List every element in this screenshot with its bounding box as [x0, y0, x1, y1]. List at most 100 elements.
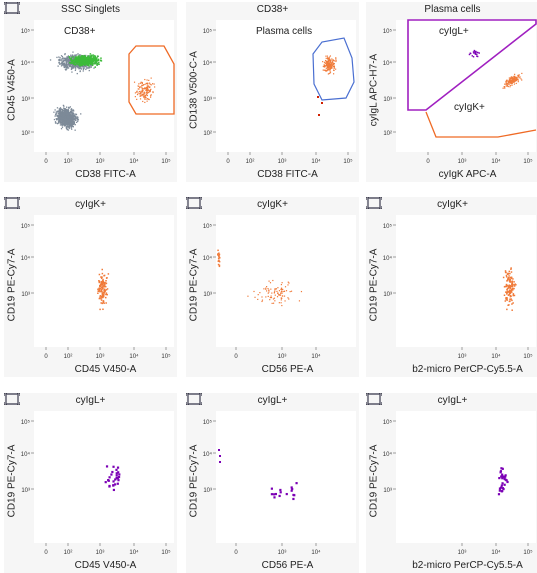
event-dot: [99, 285, 101, 288]
axis-toggle-icon[interactable]: [366, 393, 382, 405]
x-tick-label: 10³: [278, 159, 287, 165]
plot-area[interactable]: [216, 215, 356, 347]
event-dot: [259, 292, 261, 294]
scatter-plot[interactable]: 10⁵ 10⁴ 10³ 10² 0 10² 10³ 10⁴ 10⁵: [186, 2, 359, 182]
plot-panel-plasma-cells[interactable]: 10⁵ 10⁴ 10³ 10² 0 10³ 10⁴ 10⁵ Plasma cells cyIg…: [366, 2, 537, 182]
y-axis-label[interactable]: CD138 V500-C-A: [188, 51, 200, 129]
event-dot: [68, 65, 70, 67]
y-axis-label[interactable]: CD19 PE-Cy7-A: [368, 248, 380, 322]
axis-toggle-icon[interactable]: [4, 197, 20, 209]
plot-panel-cd38[interactable]: 10⁵ 10⁴ 10³ 10² 0 10² 10³ 10⁴ 10⁵ CD38+ Plasma c…: [186, 2, 359, 182]
x-axis-label[interactable]: CD45 V450-A: [74, 560, 137, 571]
event-dot: [88, 66, 90, 68]
event-dot: [95, 60, 97, 63]
event-dot: [72, 58, 74, 61]
y-axis-label[interactable]: CD19 PE-Cy7-A: [188, 444, 200, 518]
event-dot: [513, 78, 515, 80]
event-dot: [65, 111, 67, 113]
x-axis-label[interactable]: cyIgK APC-A: [438, 169, 497, 180]
plot-area[interactable]: [396, 411, 536, 543]
event-dot: [102, 300, 105, 302]
event-dot: [63, 122, 65, 125]
event-dot: [93, 55, 96, 57]
y-axis-label[interactable]: CD19 PE-Cy7-A: [6, 248, 18, 322]
event-dot: [152, 91, 154, 93]
scatter-plot[interactable]: 10⁵ 10⁴ 10³ 0 10² 10³ 10⁴ 10⁵: [4, 197, 177, 377]
event-dot: [146, 88, 148, 90]
scatter-plot[interactable]: 10⁵ 10⁴ 10³ 0 10² 10³ 10⁴ 10⁵: [4, 393, 177, 573]
axis-toggle-icon[interactable]: [366, 197, 382, 209]
scatter-plot[interactable]: 10⁵ 10⁴ 10³ 10² 0 10³ 10⁴ 10⁵: [366, 2, 537, 182]
plot-panel-cyigk-cd45[interactable]: 10⁵ 10⁴ 10³ 0 10² 10³ 10⁴ 10⁵ cyIgK+ CD19 PE-Cy…: [4, 197, 177, 377]
x-axis-label[interactable]: b2-micro PerCP-Cy5.5-A: [412, 364, 523, 375]
event-dot: [68, 124, 71, 127]
y-axis-label[interactable]: cyIgL APC-H7-A: [368, 53, 380, 127]
plot-title: CD38+: [256, 4, 289, 15]
event-dot: [58, 61, 60, 64]
event-dot: [83, 62, 86, 65]
event-dot: [67, 129, 70, 131]
plot-area[interactable]: [216, 20, 356, 152]
scatter-plot[interactable]: 10⁵ 10⁴ 10³ 0 10³ 10⁴: [186, 197, 359, 377]
plot-panel-cyigk-cd56[interactable]: 10⁵ 10⁴ 10³ 0 10³ 10⁴ cyIgK+ CD19 PE-Cy7-A CD…: [186, 197, 359, 377]
plot-panel-cyigl-cd56[interactable]: 10⁵ 10⁴ 10³ 0 10³ 10⁴ cyIgL+ CD19 PE-Cy7-A CD…: [186, 393, 359, 573]
axis-toggle-icon[interactable]: [4, 2, 20, 14]
event-dot: [80, 67, 82, 69]
y-axis-label[interactable]: CD19 PE-Cy7-A: [368, 444, 380, 518]
event-dot: [513, 79, 515, 81]
scatter-plot[interactable]: 10⁵ 10⁴ 10³ 10³ 10⁴ 10⁵: [366, 393, 537, 573]
x-axis-label[interactable]: CD38 FITC-A: [257, 169, 318, 180]
event-dot: [504, 300, 507, 302]
x-axis-label[interactable]: b2-micro PerCP-Cy5.5-A: [412, 560, 523, 571]
event-dot: [93, 59, 95, 61]
event-dot: [254, 296, 256, 298]
plot-area[interactable]: [216, 411, 356, 543]
x-axis-label[interactable]: CD56 PE-A: [261, 560, 314, 571]
event-dot: [66, 120, 68, 122]
event-dot: [89, 56, 91, 59]
event-dot: [94, 62, 97, 64]
event-dot: [64, 124, 66, 126]
event-dot: [67, 55, 70, 57]
event-dot: [510, 76, 512, 78]
event-dot: [67, 117, 69, 120]
axis-toggle-icon[interactable]: [186, 393, 202, 405]
event-dot: [73, 114, 75, 116]
x-axis-label[interactable]: CD56 PE-A: [261, 364, 314, 375]
event-dot: [60, 118, 63, 120]
event-dot: [507, 272, 509, 275]
plot-area[interactable]: [34, 411, 174, 543]
scatter-plot[interactable]: 10⁵ 10⁴ 10³ 10² 0 10² 10³ 10⁴ 10⁵: [4, 2, 177, 182]
y-axis-label[interactable]: CD19 PE-Cy7-A: [188, 248, 200, 322]
axis-toggle-icon[interactable]: [4, 393, 20, 405]
y-axis-label[interactable]: CD19 PE-Cy7-A: [6, 444, 18, 518]
plot-panel-cyigl-b2micro[interactable]: 10⁵ 10⁴ 10³ 10³ 10⁴ 10⁵ cyIgL+ CD19 PE-Cy7-A …: [366, 393, 537, 573]
plot-panel-cyigl-cd45[interactable]: 10⁵ 10⁴ 10³ 0 10² 10³ 10⁴ 10⁵ cyIgL+ CD19 PE-Cy…: [4, 393, 177, 573]
event-dot: [331, 67, 333, 69]
axis-toggle-icon[interactable]: [186, 197, 202, 209]
event-dot: [63, 124, 66, 126]
event-dot: [101, 268, 103, 271]
event-dot: [70, 125, 72, 127]
plot-panel-cyigk-b2micro[interactable]: 10⁵ 10⁴ 10³ 10³ 10⁴ 10⁵ cyIgK+ CD19 PE-Cy7-A …: [366, 197, 537, 377]
event-dot: [59, 59, 61, 62]
event-dot: [280, 299, 282, 301]
event-dot: [76, 72, 78, 75]
plot-area[interactable]: [34, 215, 174, 347]
x-axis-label[interactable]: CD38 FITC-A: [75, 169, 136, 180]
scatter-plot[interactable]: 10⁵ 10⁴ 10³ 0 10³ 10⁴: [186, 393, 359, 573]
event-dot: [511, 281, 513, 284]
event-dot: [99, 290, 101, 293]
plot-panel-ssc-singlets[interactable]: 10⁵ 10⁴ 10³ 10² 0 10² 10³ 10⁴ 10⁵ SSC Singlets C…: [4, 2, 177, 182]
event-dot: [58, 117, 60, 119]
event-dot: [218, 260, 220, 263]
plot-area[interactable]: [34, 20, 174, 152]
event-dot: [501, 482, 504, 485]
event-dot: [59, 118, 61, 120]
event-dot: [63, 105, 65, 107]
event-dot: [64, 68, 67, 70]
event-dot: [280, 288, 283, 290]
y-axis-label[interactable]: CD45 V450-A: [6, 59, 18, 121]
scatter-plot[interactable]: 10⁵ 10⁴ 10³ 10³ 10⁴ 10⁵: [366, 197, 537, 377]
x-axis-label[interactable]: CD45 V450-A: [74, 364, 137, 375]
